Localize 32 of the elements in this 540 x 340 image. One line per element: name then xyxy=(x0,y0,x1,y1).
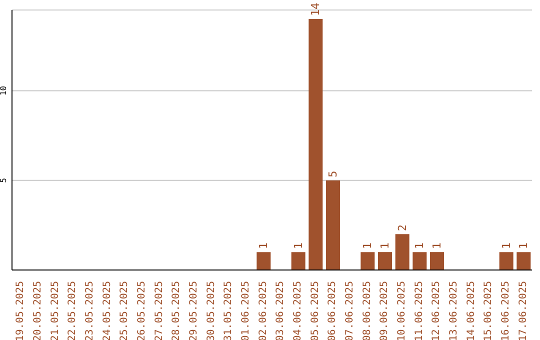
bar xyxy=(360,252,375,270)
x-tick-label: 16.06.2025 xyxy=(500,281,512,340)
data-label: 1 xyxy=(361,242,374,250)
data-label: 1 xyxy=(413,242,426,250)
x-tick-label: 13.06.2025 xyxy=(448,281,460,340)
data-label: 2 xyxy=(396,224,409,232)
bar xyxy=(412,252,427,270)
bar xyxy=(499,252,514,270)
data-label: 1 xyxy=(500,242,513,250)
x-tick-label: 15.06.2025 xyxy=(483,281,494,340)
bar xyxy=(378,252,392,270)
x-tick-label: 19.05.2025 xyxy=(15,281,26,340)
bar xyxy=(256,252,271,270)
data-label: 1 xyxy=(292,242,305,250)
data-label: 1 xyxy=(517,242,530,250)
x-tick-label: 10.06.2025 xyxy=(396,281,408,340)
x-tick-label: 12.06.2025 xyxy=(431,281,442,340)
x-tick-label: 17.06.2025 xyxy=(518,281,529,340)
bar xyxy=(516,252,531,270)
bar xyxy=(430,252,444,270)
data-label: 1 xyxy=(257,242,270,250)
data-label: 1 xyxy=(430,242,444,250)
bar xyxy=(326,180,340,270)
x-tick-label: 14.06.2025 xyxy=(466,281,477,340)
y-tick-label: 10 xyxy=(0,86,8,96)
data-label: 1 xyxy=(378,242,392,250)
bar xyxy=(395,234,410,270)
bar xyxy=(308,18,323,270)
data-label: 14 xyxy=(309,2,322,16)
x-tick-label: 11.06.2025 xyxy=(414,281,425,340)
data-label: 5 xyxy=(326,170,340,178)
bar xyxy=(291,252,306,270)
